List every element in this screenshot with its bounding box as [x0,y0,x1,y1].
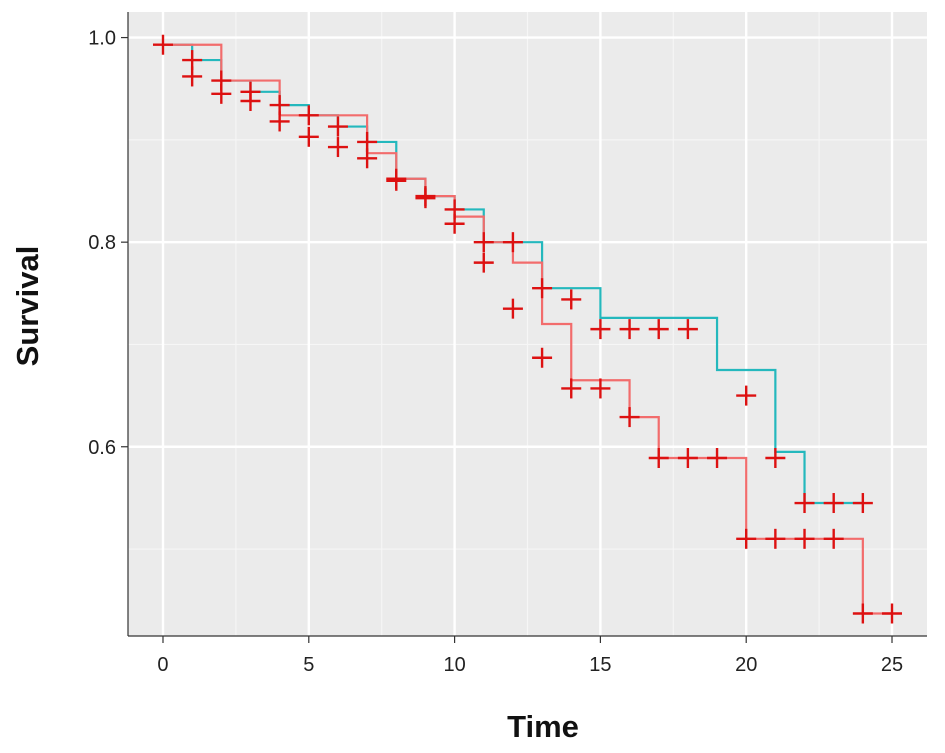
censor-mark-2 [357,148,378,169]
censor-mark-2 [736,528,757,549]
x-tick-label: 20 [735,654,757,676]
censor-mark-1 [823,493,844,514]
censor-mark-2 [882,603,903,624]
censor-mark-2 [182,66,203,87]
censor-mark-2 [386,170,407,191]
censor-mark-1 [852,493,873,514]
censor-mark-1 [765,448,786,469]
censor-mark-2 [298,126,319,147]
censor-mark-1 [532,278,553,299]
y-tick-label: 0.6 [88,437,116,459]
censor-mark-2 [269,111,290,132]
censor-mark-2 [677,448,698,469]
y-tick-label: 1.0 [88,28,116,50]
censor-mark-2 [852,603,873,624]
grid-lines [128,12,927,636]
censor-mark-2 [590,378,611,399]
censor-mark-2 [765,528,786,549]
x-tick-label: 25 [881,654,903,676]
censor-mark-2 [532,347,553,368]
censor-mark-2 [211,83,232,104]
x-tick-label: 15 [589,654,611,676]
survival-curve-2 [162,43,893,615]
censor-mark-2 [502,298,523,319]
x-tick-label: 0 [157,654,168,676]
censor-mark-1 [648,319,669,340]
censor-mark-1 [619,319,640,340]
censor-mark-1 [736,385,757,406]
censor-mark-2 [473,252,494,273]
censor-mark-2 [648,448,669,469]
censor-mark-2 [240,90,261,111]
censor-mark-1 [794,493,815,514]
axes: 0.6 0.8 1.0 0 5 10 15 20 25 [88,12,927,676]
censor-mark-2 [707,448,728,469]
censor-mark-1 [152,34,173,55]
x-tick-label: 5 [303,654,314,676]
censor-mark-1 [327,116,348,137]
censor-mark-2 [794,528,815,549]
censor-mark-2 [444,213,465,234]
censor-mark-2 [619,407,640,428]
censor-mark-2 [415,188,436,209]
x-tick-label: 10 [443,654,465,676]
censor-mark-1 [473,232,494,253]
censor-mark-1 [677,319,698,340]
censor-mark-2 [823,528,844,549]
y-axis-title: Survival [10,246,45,367]
censor-mark-1 [590,319,611,340]
censor-mark-2 [327,137,348,158]
y-tick-label: 0.8 [88,232,116,254]
censor-mark-1 [298,105,319,126]
censor-mark-1 [502,232,523,253]
censor-mark-1 [561,289,582,310]
censor-mark-2 [561,378,582,399]
x-axis-title: Time [507,709,579,744]
censor-marks [152,34,903,624]
